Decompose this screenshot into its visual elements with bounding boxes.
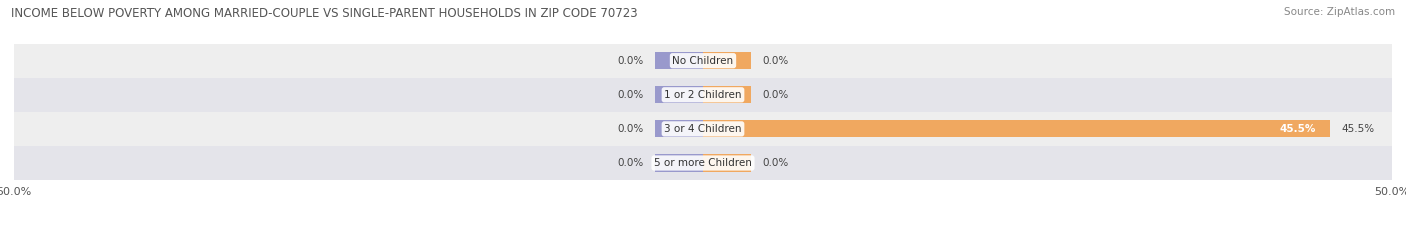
Text: 0.0%: 0.0% (617, 158, 644, 168)
Text: 0.0%: 0.0% (617, 56, 644, 66)
Text: 5 or more Children: 5 or more Children (654, 158, 752, 168)
Text: Source: ZipAtlas.com: Source: ZipAtlas.com (1284, 7, 1395, 17)
Text: No Children: No Children (672, 56, 734, 66)
Bar (703, 86, 751, 103)
Text: 1 or 2 Children: 1 or 2 Children (664, 90, 742, 100)
Bar (655, 52, 703, 69)
Bar (14, 146, 1392, 180)
Bar (14, 44, 1392, 78)
Text: 45.5%: 45.5% (1341, 124, 1374, 134)
Text: 45.5%: 45.5% (1279, 124, 1316, 134)
Text: INCOME BELOW POVERTY AMONG MARRIED-COUPLE VS SINGLE-PARENT HOUSEHOLDS IN ZIP COD: INCOME BELOW POVERTY AMONG MARRIED-COUPL… (11, 7, 638, 20)
Bar (655, 86, 703, 103)
Text: 0.0%: 0.0% (762, 158, 789, 168)
Bar (655, 120, 703, 137)
Bar (14, 78, 1392, 112)
Text: 0.0%: 0.0% (762, 90, 789, 100)
Bar (703, 52, 751, 69)
Text: 0.0%: 0.0% (617, 124, 644, 134)
Bar (655, 154, 703, 171)
Bar (14, 112, 1392, 146)
Bar (703, 120, 1330, 137)
Text: 0.0%: 0.0% (762, 56, 789, 66)
Text: 0.0%: 0.0% (617, 90, 644, 100)
Bar (703, 154, 751, 171)
Text: 3 or 4 Children: 3 or 4 Children (664, 124, 742, 134)
